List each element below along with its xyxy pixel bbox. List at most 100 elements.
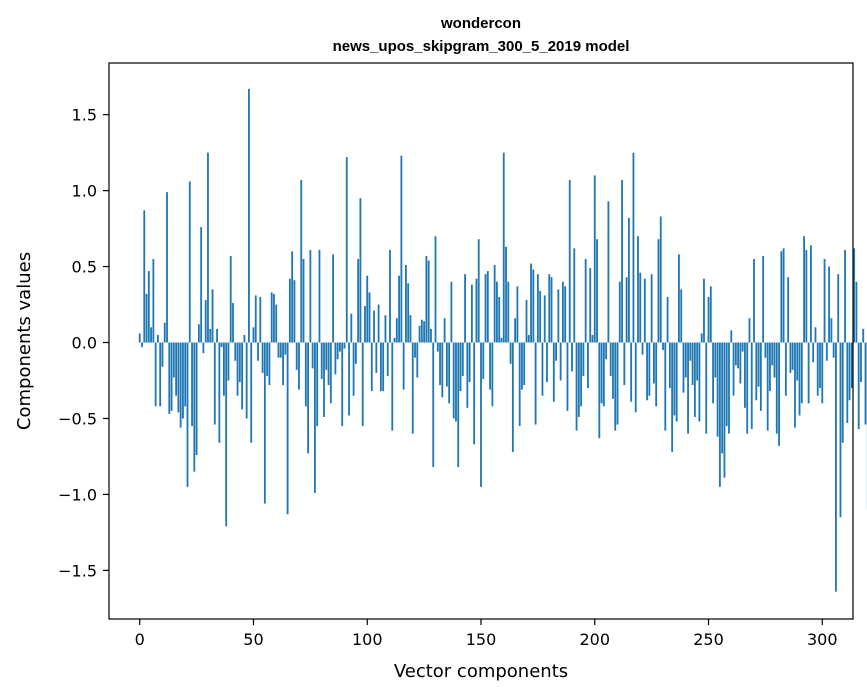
bar: [625, 277, 628, 343]
bar: [325, 342, 328, 370]
bar: [161, 342, 164, 367]
bar: [275, 304, 278, 343]
bar: [307, 342, 309, 454]
bar: [238, 342, 241, 383]
bar: [850, 342, 853, 389]
bar: [318, 249, 321, 343]
bar: [600, 342, 603, 404]
bar: [384, 315, 387, 343]
y-axis-ticks: −1.5 −1.0 −0.5 0.0 0.5 1.0 1.5: [58, 106, 109, 580]
bar: [480, 342, 482, 487]
chart-subtitle: news_upos_skipgram_300_5_2019 model: [333, 38, 630, 55]
bar: [443, 318, 446, 343]
bar: [791, 342, 794, 370]
bar: [409, 315, 412, 343]
bar: [591, 334, 594, 343]
bar: [819, 342, 821, 389]
bar: [734, 342, 737, 366]
bar: [279, 342, 282, 358]
bar: [835, 342, 837, 592]
bar: [750, 342, 753, 430]
bar: [612, 342, 614, 399]
bar: [241, 342, 244, 410]
bar: [377, 304, 380, 343]
bar: [764, 342, 767, 358]
chart-title: wondercon: [440, 15, 521, 32]
bar: [493, 265, 496, 343]
bar: [673, 342, 676, 416]
bar: [455, 342, 457, 422]
bar: [618, 281, 621, 343]
bar: [657, 239, 660, 343]
bar: [232, 303, 234, 343]
bar: [147, 271, 150, 343]
bars: [138, 88, 867, 592]
bar: [204, 299, 207, 343]
bar: [434, 236, 437, 343]
bar: [732, 342, 735, 396]
bar: [659, 216, 662, 343]
bar: [243, 334, 246, 343]
bar: [273, 293, 275, 343]
y-tick-label: 1.5: [72, 106, 97, 125]
bar: [211, 289, 214, 343]
x-tick-label: 300: [807, 630, 838, 649]
bar: [566, 342, 569, 411]
bar: [832, 342, 835, 358]
bar: [470, 284, 473, 343]
bar: [627, 217, 630, 343]
bar: [855, 281, 858, 343]
bar: [860, 342, 862, 383]
bar: [700, 333, 703, 343]
bar: [448, 342, 451, 404]
bar: [484, 274, 487, 343]
bar: [441, 342, 444, 398]
bar: [150, 327, 152, 343]
x-axis-ticks: 0 50 100 150 200 250 300: [135, 619, 838, 649]
bar: [769, 342, 771, 392]
bar: [491, 342, 494, 407]
bar: [639, 272, 642, 343]
bar: [812, 342, 815, 363]
bar: [766, 342, 769, 431]
x-tick-label: 50: [243, 630, 263, 649]
bar: [220, 342, 223, 348]
bar: [536, 274, 539, 343]
bar: [393, 337, 396, 343]
bar: [152, 258, 155, 343]
bar: [682, 342, 685, 393]
bar: [646, 342, 648, 401]
bar: [509, 342, 512, 364]
bar: [568, 179, 571, 343]
bar: [138, 333, 141, 343]
bar: [182, 342, 184, 419]
bar: [602, 342, 605, 407]
bar: [525, 299, 528, 343]
bar: [773, 342, 776, 378]
bar: [398, 275, 400, 343]
bar: [593, 175, 596, 343]
bar: [664, 342, 667, 431]
bar: [475, 278, 478, 343]
bar: [352, 342, 355, 396]
bar: [304, 342, 307, 407]
bar: [755, 342, 758, 401]
bar: [359, 198, 362, 343]
bar: [800, 342, 803, 404]
bar: [361, 342, 364, 427]
bar: [207, 152, 209, 343]
bar: [382, 342, 385, 392]
bar: [254, 295, 257, 343]
bar: [573, 248, 576, 343]
bar: [705, 342, 708, 434]
bar: [402, 342, 405, 390]
bar: [216, 328, 218, 343]
bar: [175, 342, 178, 396]
bar: [718, 342, 721, 487]
bar: [596, 239, 598, 343]
bar: [302, 258, 305, 343]
bar: [420, 319, 423, 343]
bar: [370, 342, 373, 392]
bar: [759, 342, 762, 411]
bar: [395, 318, 398, 343]
